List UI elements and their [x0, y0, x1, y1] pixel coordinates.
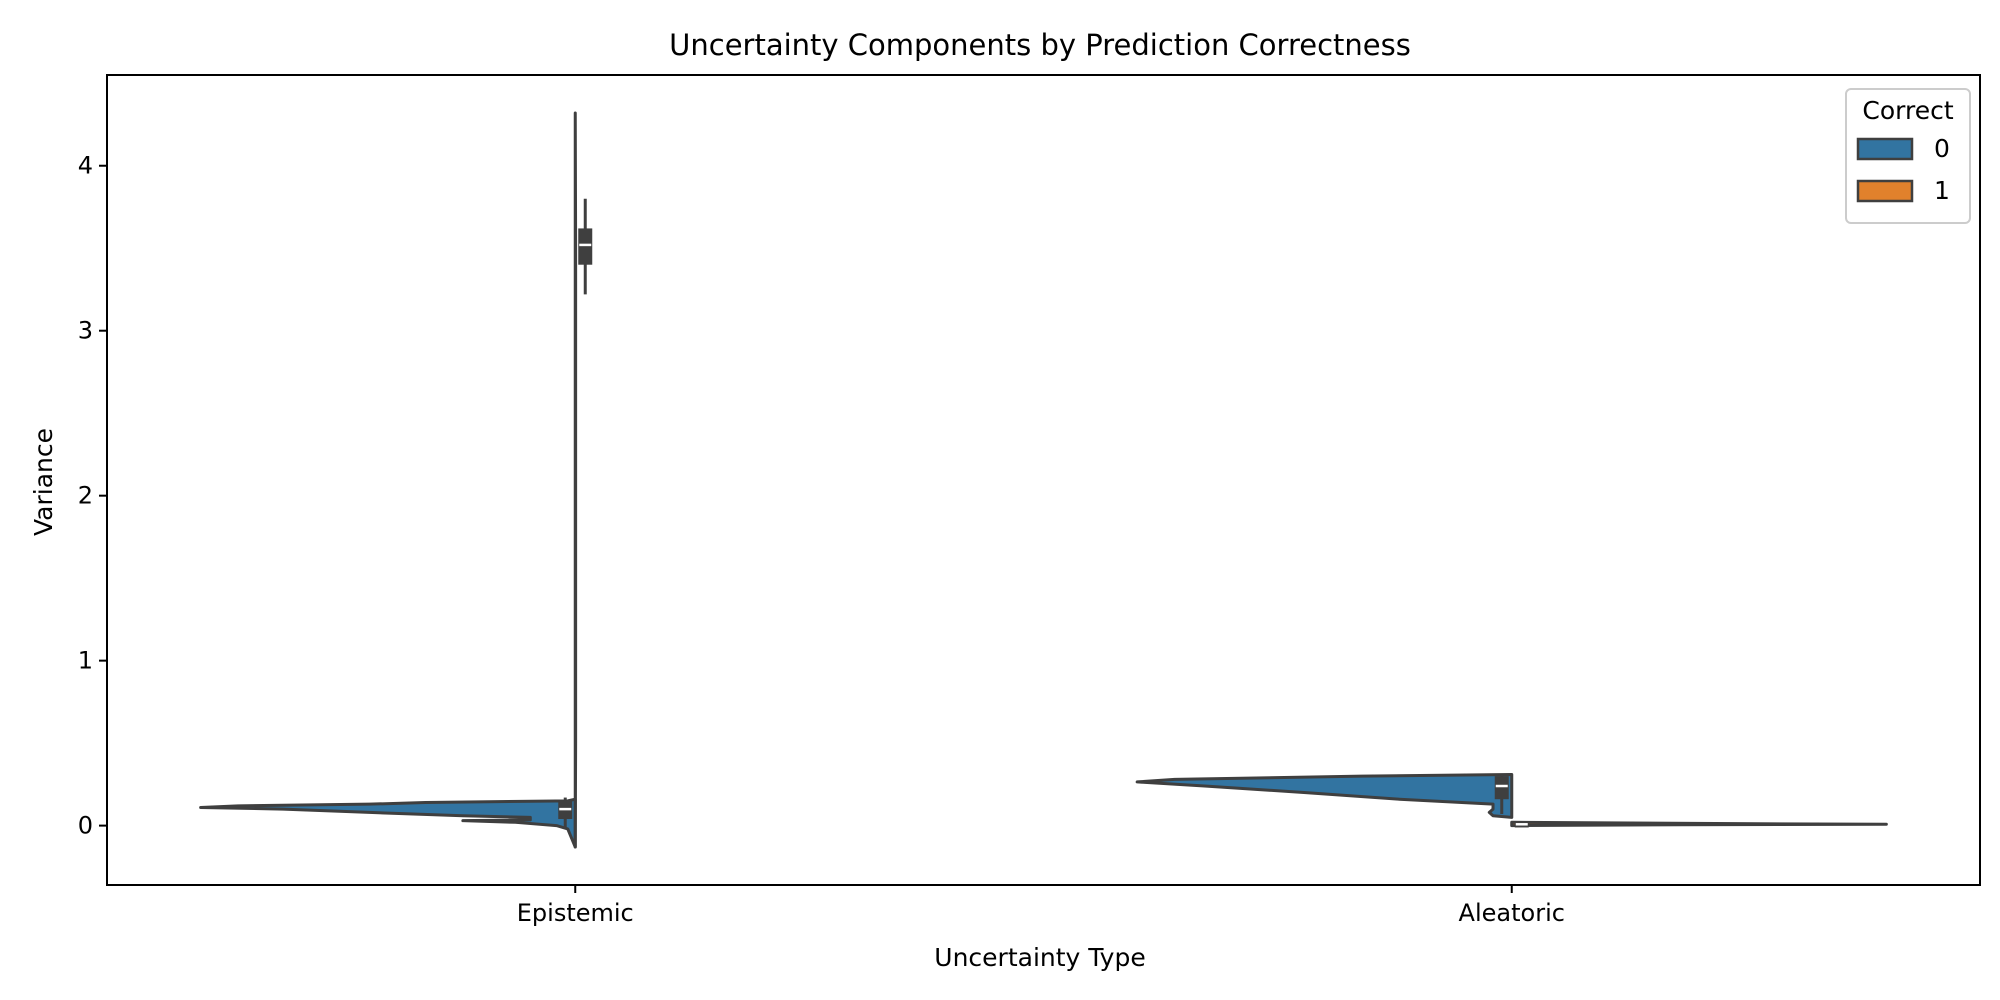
x-tick-label-epistemic: Epistemic	[517, 899, 634, 927]
plot-frame	[106, 74, 1981, 886]
legend-title: Correct	[1862, 96, 1953, 125]
legend-swatch-0	[1856, 137, 1914, 161]
plot-area	[199, 111, 1888, 849]
iqr-box-aleatoric-0	[1494, 776, 1509, 800]
legend-entry-0: 0	[1934, 134, 1950, 163]
x-tick-label-aleatoric: Aleatoric	[1459, 899, 1565, 927]
legend: Correct 0 1	[1845, 88, 1971, 224]
violin-epistemic-0	[199, 797, 577, 849]
violin-aleatoric-0	[1135, 772, 1514, 819]
y-tick-label-1: 1	[78, 647, 93, 675]
chart-title: Uncertainty Components by Prediction Cor…	[669, 28, 1411, 62]
y-tick-label-0: 0	[78, 812, 93, 840]
legend-swatch-1	[1856, 179, 1914, 203]
axes: 0 1 2 3 4 Epistemic Aleatoric	[78, 74, 1981, 927]
iqr-box-epistemic-1	[578, 228, 593, 265]
y-tick-label-4: 4	[78, 152, 93, 180]
y-tick-label-3: 3	[78, 317, 93, 345]
violin-aleatoric-1	[1510, 820, 1888, 828]
y-tick-label-2: 2	[78, 482, 93, 510]
x-axis-label: Uncertainty Type	[934, 943, 1145, 972]
legend-entry-1: 1	[1934, 176, 1950, 205]
y-axis-label: Variance	[29, 428, 58, 536]
